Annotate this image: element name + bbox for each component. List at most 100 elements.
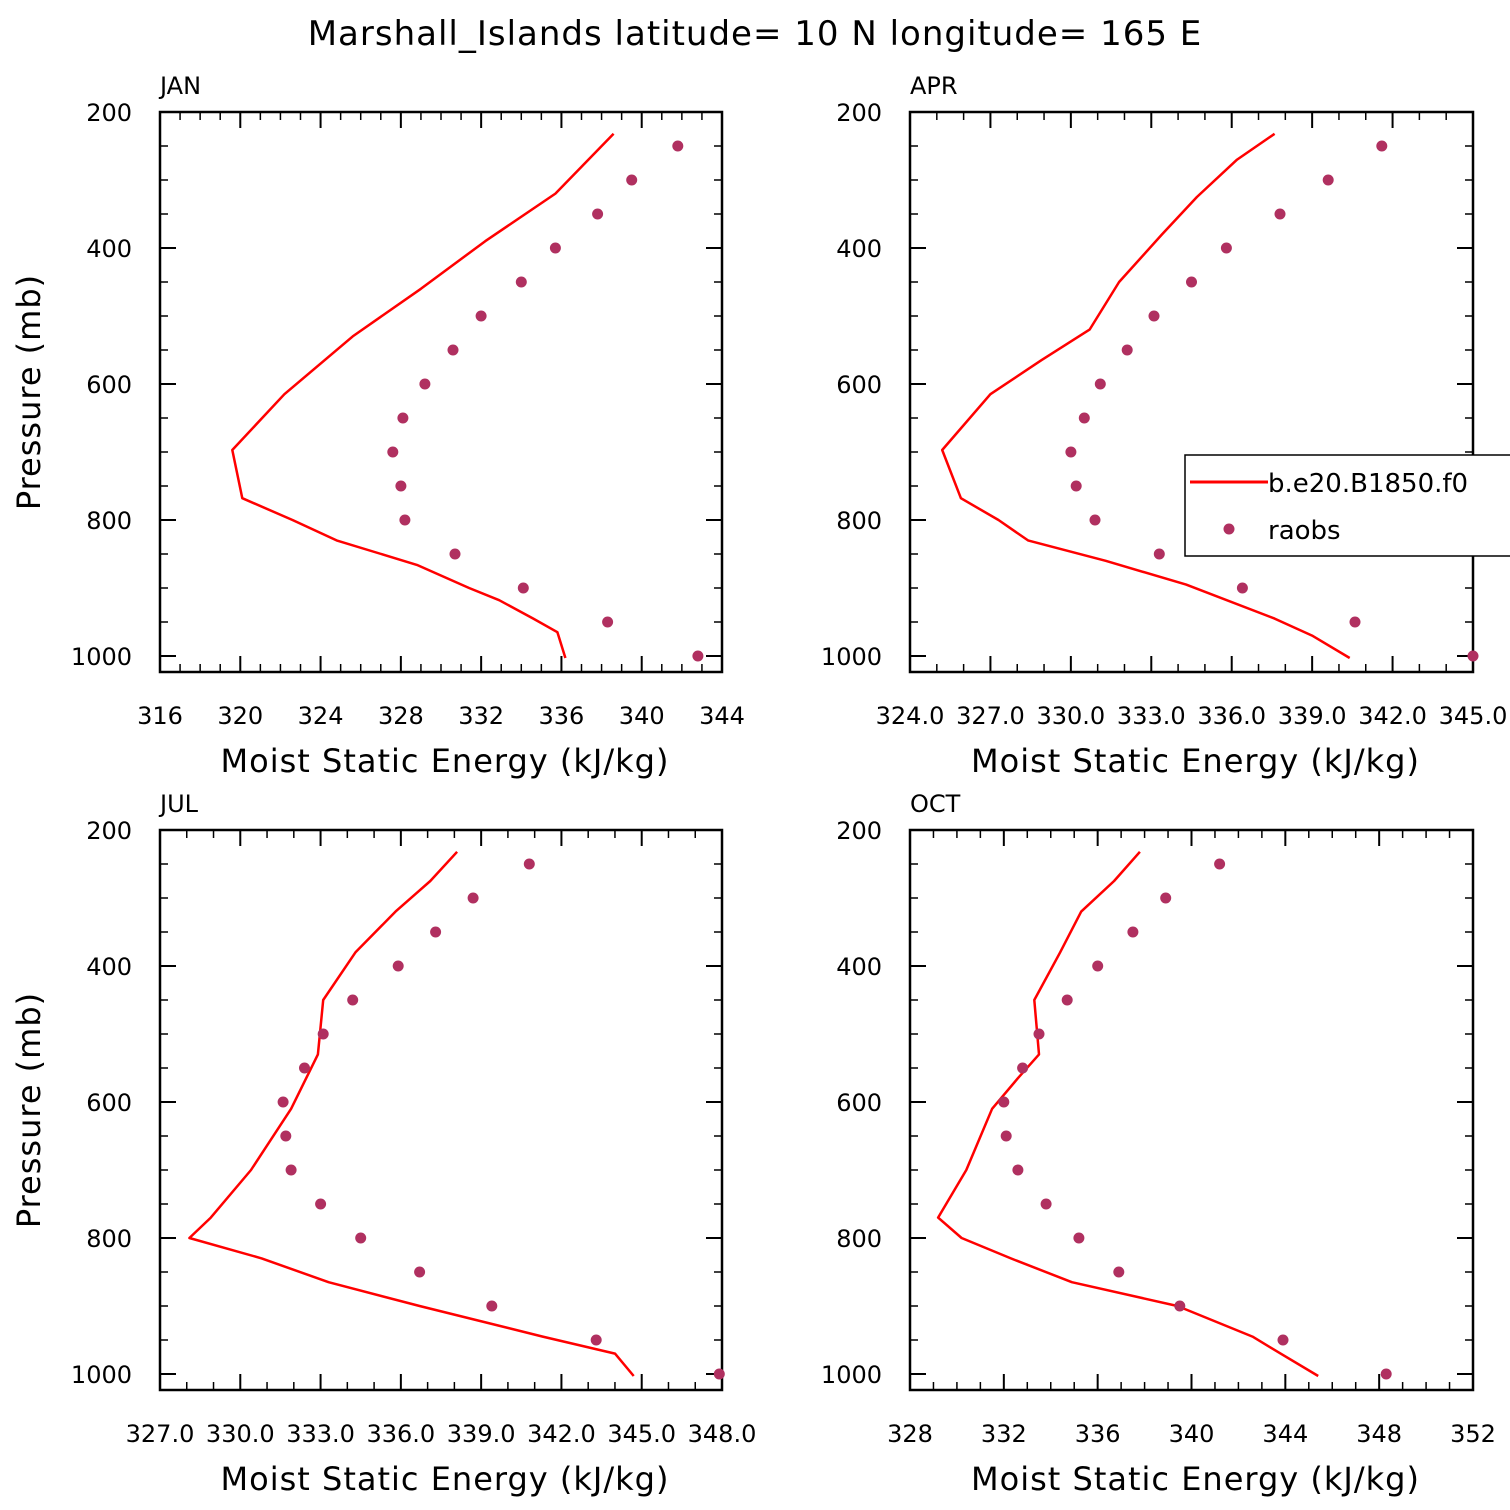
raobs-point (523, 858, 535, 870)
raobs-point (1113, 1266, 1125, 1278)
x-tick-label: 324 (298, 702, 344, 730)
raobs-point (399, 514, 411, 526)
raobs-point (1061, 994, 1073, 1006)
raobs-point (1040, 1198, 1052, 1210)
raobs-point (395, 480, 407, 492)
raobs-point (1277, 1334, 1289, 1346)
raobs-point (1012, 1164, 1024, 1176)
x-tick-label: 352 (1450, 1420, 1496, 1448)
y-tick-label: 1000 (821, 1361, 882, 1389)
raobs-point (1322, 174, 1334, 186)
raobs-point (549, 242, 561, 254)
raobs-point (592, 208, 604, 220)
raobs-point (1160, 892, 1172, 904)
raobs-point (1121, 344, 1133, 356)
plot-frame (908, 110, 1475, 674)
figure-title: Marshall_Islands latitude= 10 N longitud… (308, 14, 1203, 54)
raobs-point (1349, 616, 1361, 628)
x-tick-label: 342.0 (527, 1420, 596, 1448)
y-tick-label: 600 (836, 1089, 882, 1117)
y-axis-label: Pressure (mb) (10, 274, 48, 510)
y-axis-label: Pressure (mb) (10, 992, 48, 1228)
raobs-point (317, 1028, 329, 1040)
raobs-point (1092, 960, 1104, 972)
x-tick-label: 344 (699, 702, 745, 730)
x-tick-label: 316 (137, 702, 183, 730)
model-series-line (231, 132, 615, 659)
raobs-point (414, 1266, 426, 1278)
raobs-point (285, 1164, 297, 1176)
legend: b.e20.B1850.f0 raobs (1184, 454, 1510, 557)
x-axis-label: Moist Static Energy (kJ/kg) (971, 742, 1420, 780)
x-tick-label: 330.0 (1036, 702, 1105, 730)
raobs-point (430, 926, 442, 938)
raobs-point (280, 1130, 292, 1142)
raobs-point (1065, 446, 1077, 458)
y-tick-label: 400 (836, 953, 882, 981)
x-tick-label: 336 (1075, 1420, 1121, 1448)
legend-box (1184, 454, 1510, 557)
raobs-point (1078, 412, 1090, 424)
raobs-point (277, 1096, 289, 1108)
raobs-point (392, 960, 404, 972)
x-tick-label: 345.0 (1439, 702, 1508, 730)
x-tick-label: 339.0 (1278, 702, 1347, 730)
x-tick-label: 328 (887, 1420, 933, 1448)
y-tick-label: 800 (86, 507, 132, 535)
panel-title: OCT (910, 790, 961, 818)
raobs-point (449, 548, 461, 560)
x-axis-label: Moist Static Energy (kJ/kg) (971, 1460, 1420, 1498)
model-series-line (936, 850, 1319, 1378)
raobs-point (590, 1334, 602, 1346)
y-tick-label: 400 (86, 235, 132, 263)
x-axis-label: Moist Static Energy (kJ/kg) (221, 742, 670, 780)
panel-title: APR (910, 72, 958, 100)
raobs-point (713, 1368, 725, 1380)
raobs-point (419, 378, 431, 390)
raobs-point (475, 310, 487, 322)
raobs-point (347, 994, 359, 1006)
raobs-point (1033, 1028, 1045, 1040)
y-tick-label: 200 (836, 99, 882, 127)
raobs-point (1017, 1062, 1029, 1074)
legend-obs-marker (1223, 523, 1235, 535)
raobs-point (1214, 858, 1226, 870)
raobs-point (692, 650, 704, 662)
model-series-line (188, 850, 635, 1377)
raobs-point (1089, 514, 1101, 526)
raobs-point (1236, 582, 1248, 594)
y-tick-label: 800 (86, 1225, 132, 1253)
y-tick-label: 600 (86, 1089, 132, 1117)
plot-frame (158, 110, 724, 674)
raobs-point (1153, 548, 1165, 560)
x-tick-label: 320 (217, 702, 263, 730)
panel-title: JAN (158, 72, 201, 100)
y-tick-label: 800 (836, 507, 882, 535)
x-tick-label: 342.0 (1358, 702, 1427, 730)
x-tick-label: 336.0 (366, 1420, 435, 1448)
y-tick-label: 600 (836, 371, 882, 399)
panel-title: JUL (158, 790, 199, 818)
raobs-point (486, 1300, 498, 1312)
raobs-point (467, 892, 479, 904)
raobs-point (1148, 310, 1160, 322)
x-tick-label: 336.0 (1197, 702, 1266, 730)
raobs-point (447, 344, 459, 356)
x-tick-label: 336 (539, 702, 585, 730)
x-tick-label: 324.0 (876, 702, 945, 730)
x-tick-label: 340 (1169, 1420, 1215, 1448)
raobs-point (515, 276, 527, 288)
raobs-point (397, 412, 409, 424)
raobs-point (1380, 1368, 1392, 1380)
raobs-point (1376, 140, 1388, 152)
raobs-point (1467, 650, 1479, 662)
y-tick-label: 400 (836, 235, 882, 263)
raobs-point (1000, 1130, 1012, 1142)
y-tick-label: 400 (86, 953, 132, 981)
raobs-point (299, 1062, 310, 1074)
y-tick-label: 200 (836, 817, 882, 845)
plot-frame (908, 828, 1475, 1392)
y-tick-label: 200 (86, 817, 132, 845)
raobs-point (602, 616, 614, 628)
raobs-point (387, 446, 399, 458)
